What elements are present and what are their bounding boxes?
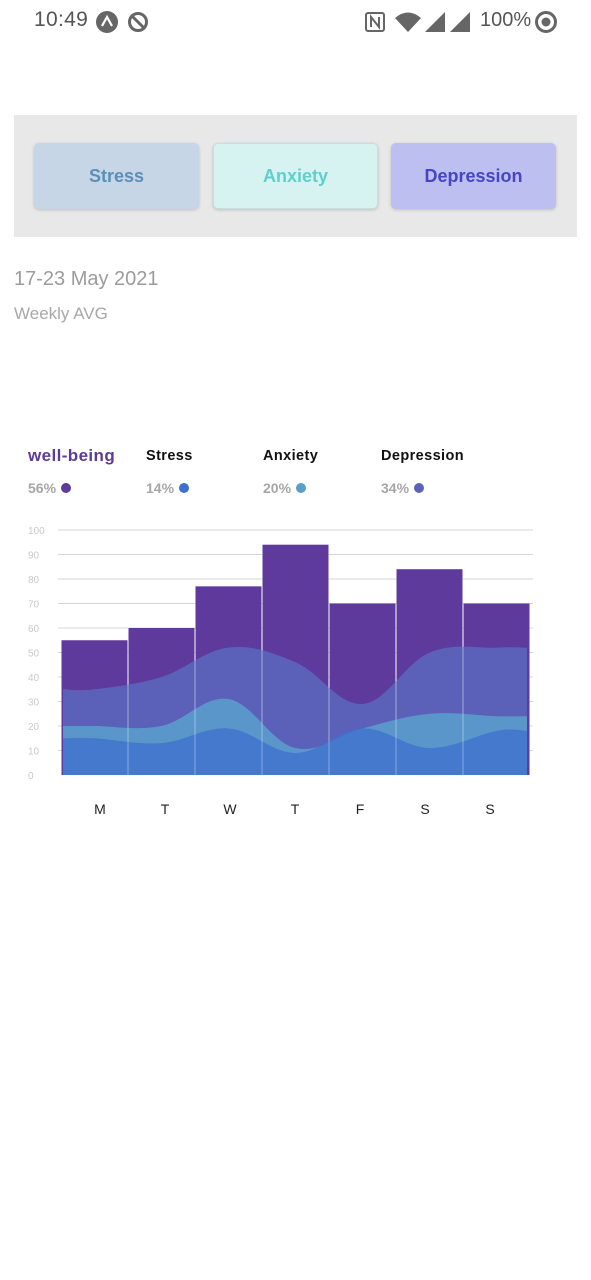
signal-icon (450, 12, 470, 32)
legend-dot (414, 483, 425, 493)
x-tick-label: F (356, 801, 365, 817)
status-time: 10:49 (34, 8, 89, 31)
tab-anxiety[interactable]: Anxiety (213, 143, 378, 209)
x-tick-label: T (161, 801, 170, 817)
legend-label: Depression (381, 448, 464, 464)
tab-depression[interactable]: Depression (391, 143, 556, 209)
wifi-icon (395, 12, 421, 32)
legend-value: 14% (146, 480, 190, 496)
period-subtitle: Weekly AVG (14, 304, 108, 323)
legend-label: Stress (146, 448, 193, 464)
x-tick-label: S (485, 801, 494, 817)
legend-item-well-being: well-being 56% (28, 446, 116, 496)
tab-stress[interactable]: Stress (34, 143, 199, 209)
y-tick-label: 100 (28, 526, 45, 537)
y-tick-label: 60 (28, 624, 40, 635)
legend-item-anxiety: Anxiety 20% (263, 448, 319, 496)
legend-label: Anxiety (263, 448, 319, 464)
legend-label: well-being (28, 446, 116, 465)
legend-item-stress: Stress 14% (146, 448, 193, 496)
stress-area (63, 728, 527, 775)
weekly-chart: 0 10 20 30 40 50 60 70 80 90 100 M T W T F S S (28, 526, 533, 817)
nfc-icon (365, 12, 385, 32)
date-range: 17-23 May 2021 (14, 268, 159, 290)
y-tick-label: 0 (28, 771, 34, 782)
battery-percentage: 100% (480, 9, 532, 31)
y-tick-label: 70 (28, 600, 40, 611)
status-bar: 10:49 100% (0, 0, 591, 44)
y-tick-label: 20 (28, 722, 40, 733)
legend-dot (296, 483, 307, 493)
legend-value: 56% (28, 480, 72, 496)
y-tick-label: 90 (28, 551, 40, 562)
x-tick-label: S (420, 801, 429, 817)
x-tick-label: T (291, 801, 300, 817)
x-tick-label: W (223, 801, 237, 817)
y-tick-label: 50 (28, 649, 40, 660)
legend-item-depression: Depression 34% (381, 448, 464, 496)
y-tick-label: 40 (28, 673, 40, 684)
app-notification-icon (96, 11, 118, 33)
y-tick-label: 10 (28, 747, 40, 758)
y-tick-label: 30 (28, 698, 40, 709)
sync-off-icon (128, 12, 148, 32)
legend-dot (179, 483, 190, 493)
legend-dot (61, 483, 72, 493)
battery-saver-icon (535, 11, 557, 33)
legend-value: 20% (263, 480, 307, 496)
category-tab-bar: Stress Anxiety Depression (14, 115, 577, 237)
y-tick-label: 80 (28, 575, 40, 586)
x-tick-label: M (94, 801, 106, 817)
legend-value: 34% (381, 480, 425, 496)
signal-icon (425, 12, 445, 32)
